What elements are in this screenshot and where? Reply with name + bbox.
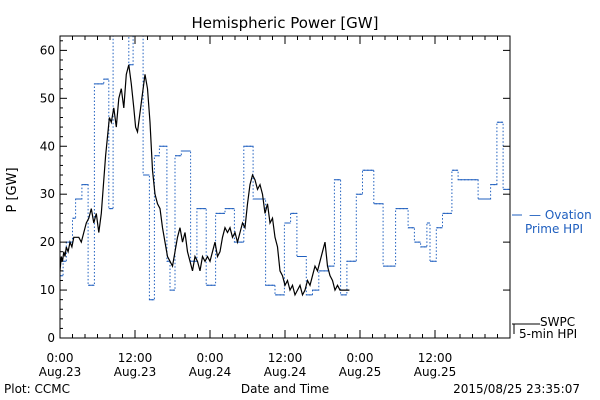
legend-swpc-label-line2: 5-min HPI xyxy=(519,327,577,341)
x-tick-label-date: Aug.24 xyxy=(189,365,232,379)
footer-timestamp: 2015/08/25 23:35:07 xyxy=(453,382,580,396)
x-tick-label-date: Aug.23 xyxy=(39,365,82,379)
axis-layer: 01020304050600:00Aug.2312:00Aug.230:00Au… xyxy=(39,36,510,379)
x-tick-label-time: 0:00 xyxy=(47,351,74,365)
y-tick-label: 30 xyxy=(40,187,55,201)
y-tick-label: 40 xyxy=(40,139,55,153)
chart-title: Hemispheric Power [GW] xyxy=(192,14,379,32)
x-tick-label-date: Aug.25 xyxy=(339,365,382,379)
series-layer xyxy=(60,36,510,301)
legend-ovation-label-line1: — Ovation xyxy=(529,208,592,222)
x-tick-label-time: 0:00 xyxy=(197,351,224,365)
x-tick-label-time: 12:00 xyxy=(418,351,453,365)
y-tick-label: 20 xyxy=(40,235,55,249)
x-tick-label-time: 12:00 xyxy=(268,351,303,365)
series-line-ovation xyxy=(60,36,510,301)
x-tick-label-time: 12:00 xyxy=(118,351,153,365)
footer-plot-credit: Plot: CCMC xyxy=(4,382,70,396)
series-steps-ovation xyxy=(60,36,510,301)
legend-swpc: SWPC 5-min HPI xyxy=(512,315,577,341)
legend-ovation: — Ovation Prime HPI xyxy=(512,208,592,236)
x-axis-label: Date and Time xyxy=(241,382,329,396)
y-tick-label: 50 xyxy=(40,91,55,105)
x-tick-label-time: 0:00 xyxy=(347,351,374,365)
x-tick-label-date: Aug.24 xyxy=(264,365,307,379)
legend-ovation-label-line2: Prime HPI xyxy=(525,222,583,236)
y-axis-label: P [GW] xyxy=(5,167,20,212)
y-tick-label: 60 xyxy=(40,43,55,57)
series-line-swpc xyxy=(60,64,350,297)
legend-swpc-label-line1: SWPC xyxy=(540,315,575,329)
y-tick-label: 0 xyxy=(47,331,55,345)
y-tick-label: 10 xyxy=(40,283,55,297)
x-tick-label-date: Aug.25 xyxy=(414,365,457,379)
x-tick-label-date: Aug.23 xyxy=(114,365,157,379)
plot-frame xyxy=(59,35,511,339)
